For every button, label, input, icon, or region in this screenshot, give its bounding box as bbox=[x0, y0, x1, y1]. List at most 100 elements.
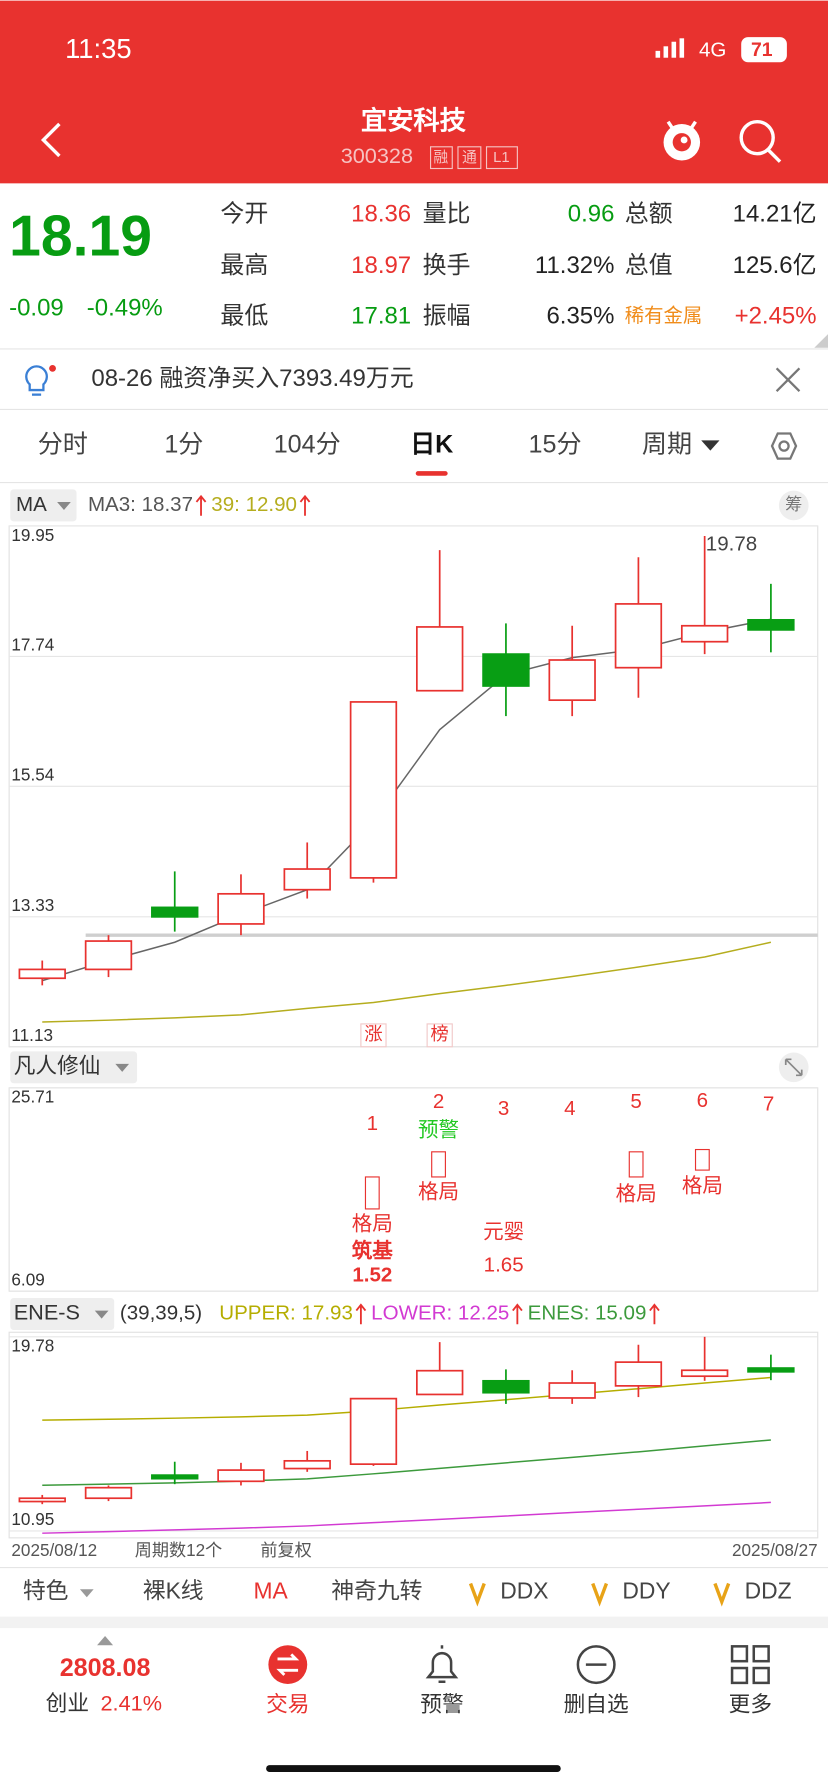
remove-icon[interactable] bbox=[576, 1645, 616, 1685]
period-tab[interactable]: 周期 bbox=[642, 431, 692, 459]
signal-box bbox=[694, 1148, 710, 1171]
close-button[interactable] bbox=[775, 367, 801, 393]
nav-item[interactable]: 预警 bbox=[420, 1691, 463, 1716]
tab-underline bbox=[415, 471, 448, 476]
signal-text: 元婴 bbox=[483, 1220, 524, 1243]
header-bg bbox=[0, 0, 828, 184]
price-change: -0.09 bbox=[9, 294, 64, 321]
signal-number: 3 bbox=[498, 1097, 509, 1120]
back-button[interactable] bbox=[40, 122, 61, 158]
alert-icon[interactable] bbox=[425, 1645, 459, 1683]
dropdown-arrow bbox=[57, 501, 71, 510]
indicator-tab[interactable]: DDZ bbox=[745, 1578, 792, 1604]
candle-body bbox=[614, 1361, 663, 1387]
adjust-mode[interactable]: 前复权 bbox=[260, 1540, 311, 1560]
period-tabs: 分时 1分 104分 日K 15分 周期 bbox=[38, 431, 692, 476]
signal-number: 1 bbox=[367, 1112, 378, 1135]
candle-body bbox=[747, 618, 795, 631]
settings-button[interactable] bbox=[770, 432, 798, 460]
candle-body bbox=[84, 940, 133, 971]
index-value[interactable]: 2808.08 bbox=[60, 1654, 151, 1682]
price: 18.19 bbox=[9, 205, 152, 269]
legend-entry: UPPER: 17.93 bbox=[219, 1301, 353, 1324]
indicator-tab[interactable]: DDX bbox=[500, 1578, 548, 1604]
candle-body bbox=[680, 1369, 729, 1378]
y-tick-label: 25.71 bbox=[11, 1087, 54, 1107]
indicator-tab[interactable]: 神奇九转 bbox=[331, 1578, 422, 1604]
nav-item[interactable]: 更多 bbox=[729, 1691, 772, 1716]
candle-body bbox=[283, 868, 331, 891]
chip-icon: 筹 bbox=[785, 494, 802, 514]
search-button[interactable] bbox=[739, 119, 782, 163]
bulb-icon bbox=[25, 365, 48, 396]
nav-item[interactable]: 删自选 bbox=[564, 1691, 629, 1716]
period-tab[interactable]: 15分 bbox=[529, 431, 582, 459]
candle-body bbox=[747, 1367, 795, 1373]
trend-arrow bbox=[512, 1303, 523, 1325]
x-start-date: 2025/08/12 bbox=[11, 1540, 97, 1560]
status-network: 4G bbox=[699, 38, 726, 61]
ma-line bbox=[42, 1501, 771, 1534]
candle-body bbox=[151, 1474, 199, 1480]
badge-box bbox=[485, 146, 518, 170]
indicator-tab[interactable]: DDY bbox=[622, 1578, 670, 1604]
tag-box bbox=[426, 1023, 453, 1048]
nav-item[interactable]: 交易 bbox=[266, 1691, 309, 1716]
indicator-select[interactable] bbox=[10, 1051, 138, 1084]
trend-arrow bbox=[649, 1303, 660, 1325]
indicator-name: 凡人修仙 bbox=[14, 1053, 101, 1078]
stat-label: 今开 bbox=[220, 201, 268, 228]
tag-box bbox=[360, 1023, 387, 1048]
home-indicator bbox=[266, 1765, 561, 1772]
legend-entry: MA3: 18.37 bbox=[88, 493, 193, 516]
more-icon[interactable] bbox=[730, 1645, 770, 1685]
corner-mark bbox=[814, 334, 828, 348]
indicator-tab[interactable]: MA bbox=[254, 1578, 289, 1604]
notice-text[interactable]: 08-26 融资净买入7393.49万元 bbox=[91, 365, 413, 392]
trade-icon[interactable] bbox=[268, 1645, 308, 1685]
period-tab[interactable]: 日K bbox=[410, 431, 453, 459]
vip-icon bbox=[591, 1582, 609, 1607]
ma-line bbox=[42, 618, 772, 982]
candle-body bbox=[18, 968, 66, 980]
candle-body bbox=[283, 1459, 331, 1470]
trend-arrow bbox=[299, 494, 311, 516]
stat-label: 稀有金属 bbox=[625, 305, 703, 327]
indicator-tab[interactable]: 特色 bbox=[23, 1578, 69, 1604]
signal-number: 5 bbox=[630, 1090, 641, 1113]
mascot-icon[interactable] bbox=[663, 120, 701, 161]
tag: 涨 bbox=[364, 1023, 382, 1044]
candle-body bbox=[217, 1469, 265, 1483]
period-tab[interactable]: 104分 bbox=[274, 431, 341, 459]
signal-box bbox=[364, 1176, 380, 1210]
indicator-bar: 特色 裸K线 MA 神奇九转 DDX DDY DDZ bbox=[23, 1578, 792, 1607]
legend-entry: ENES: 15.09 bbox=[528, 1301, 647, 1324]
y-tick-label: 6.09 bbox=[11, 1269, 44, 1289]
indicator-name: ENE-S bbox=[14, 1300, 80, 1325]
indicator-select[interactable] bbox=[10, 1298, 115, 1330]
candle-body bbox=[84, 1486, 133, 1500]
status-time: 11:35 bbox=[65, 33, 132, 64]
candle-body bbox=[482, 653, 530, 687]
badge-box bbox=[457, 146, 482, 170]
stat-label: 最低 bbox=[220, 302, 268, 329]
dropdown-arrow bbox=[79, 1589, 94, 1598]
badge: 通 bbox=[462, 149, 477, 166]
trend-arrow bbox=[195, 494, 207, 516]
index-name: 创业 bbox=[46, 1690, 89, 1715]
chip-button[interactable] bbox=[778, 490, 809, 521]
indicator-tab[interactable]: 裸K线 bbox=[143, 1578, 204, 1604]
indicator-select[interactable] bbox=[10, 489, 77, 522]
signal-labels: 1 格局 筑基 1.52 2 预警 格局 3 元婴 1.65 4 5 格局 6 … bbox=[352, 1089, 775, 1287]
signal-number: 2 bbox=[433, 1090, 444, 1113]
candle-body bbox=[18, 1497, 66, 1503]
period-tab[interactable]: 分时 bbox=[38, 431, 88, 459]
trend-arrow bbox=[355, 1303, 367, 1325]
stat-label: 总值 bbox=[625, 252, 673, 279]
candle-body bbox=[482, 1379, 530, 1394]
period-tab[interactable]: 1分 bbox=[164, 431, 203, 459]
vip-icon bbox=[713, 1582, 731, 1607]
battery-icon bbox=[741, 37, 787, 63]
stat-label: 振幅 bbox=[423, 302, 471, 329]
y-tick-label: 10.95 bbox=[11, 1509, 54, 1529]
